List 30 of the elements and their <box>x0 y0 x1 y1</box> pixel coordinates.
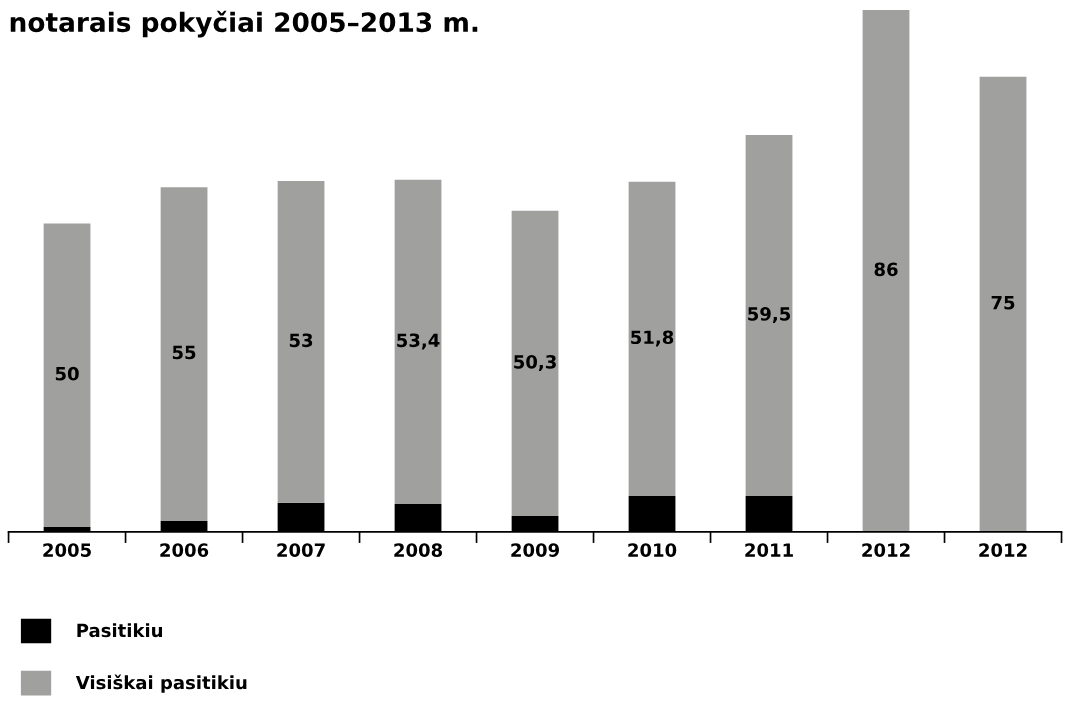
legend-label: Visiškai pasitikiu <box>75 674 247 693</box>
x-tick-label: 2005 <box>43 543 91 557</box>
x-tick-label: 2008 <box>394 543 443 557</box>
data-label: 75 <box>991 296 1015 310</box>
bar <box>862 9 910 532</box>
data-label: 50 <box>55 366 79 381</box>
bar <box>394 179 442 504</box>
data-label: 51,8 <box>631 330 674 347</box>
bar <box>745 134 793 497</box>
bar <box>160 187 208 521</box>
bar <box>43 223 91 527</box>
x-tick-label: 2009 <box>511 543 560 557</box>
bar <box>628 181 676 497</box>
legend-label: Pasitikiu <box>77 623 162 638</box>
data-label: 53,4 <box>397 333 440 350</box>
bar <box>511 210 559 517</box>
data-label: 55 <box>172 345 196 360</box>
x-tick-label: 2012 <box>979 543 1027 557</box>
x-tick-label: 2011 <box>745 543 793 557</box>
data-label: 86 <box>874 262 898 277</box>
x-tick-label: 2007 <box>277 543 325 557</box>
chart-title: notarais pokyčiai 2005–2013 m. <box>10 10 478 38</box>
bar <box>979 76 1027 532</box>
data-label: 50,3 <box>514 355 556 371</box>
bar <box>277 181 325 503</box>
x-tick-label: 2006 <box>160 543 209 557</box>
x-tick-label: 2012 <box>862 543 910 557</box>
data-label: 59,5 <box>748 307 791 324</box>
data-label: 53 <box>289 333 313 348</box>
x-tick-label: 2010 <box>628 543 677 557</box>
